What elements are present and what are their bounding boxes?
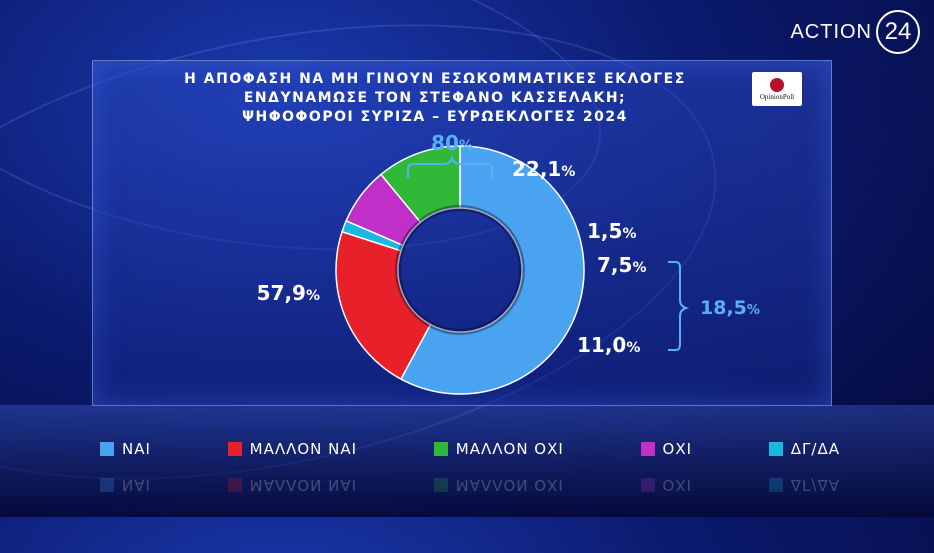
legend-label: ΔΓ/ΔΑ [790,440,840,458]
logo-dot-icon [770,77,784,92]
legend-item: ΟΧΙ [640,476,693,494]
legend-label: ΜΑΛΛΟΝ ΝΑΙ [249,440,358,458]
legend-swatch [100,478,114,492]
legend-swatch [433,478,448,492]
legend-swatch [433,442,448,456]
legend-item: ΔΓ/ΔΑ [768,476,840,494]
title-line: Η ΑΠΟΦΑΣΗ ΝΑ ΜΗ ΓΙΝΟΥΝ ΕΣΩΚΟΜΜΑΤΙΚΕΣ ΕΚΛ… [184,71,686,87]
slice-value-label: 7,5% [597,253,646,277]
legend-swatch [227,478,242,492]
logo-text: OpinionPoll [759,92,795,101]
slice-value-label: 11,0% [577,333,640,357]
legend-item: ΟΧΙ [640,440,693,458]
title-line: ΨΗΦΟΦΟΡΟΙ ΣΥΡΙΖΑ – ΕΥΡΩΕΚΛΟΓΕΣ 2024 [242,109,628,125]
brand-name: ACTION [790,20,872,43]
legend-item: ΔΓ/ΔΑ [768,440,840,458]
slice-value-label: 57,9% [257,281,320,305]
legend-swatch [768,442,783,456]
slice-value-label: 22,1% [512,157,575,181]
donut-slice [335,230,432,381]
legend-item: ΜΑΛΛΟΝ ΟΧΙ [433,476,564,494]
brand-logo: ACTION 24 [790,10,920,54]
legend-swatch [640,442,655,456]
group-total-label: 80% [431,131,473,155]
legend-label: ΝΑΙ [122,476,151,494]
legend-swatch [227,442,242,456]
legend-label: ΜΑΛΛΟΝ ΝΑΙ [249,476,358,494]
group-brace [407,154,493,178]
slice-value-label: 1,5% [587,219,636,243]
legend-swatch [100,442,114,456]
legend-label: ΔΓ/ΔΑ [790,476,840,494]
legend-label: ΝΑΙ [122,440,151,458]
group-total-label: 18,5% [700,297,760,319]
donut-chart: 57,9% 22,1% 1,5% 7,5% 11,0% 80% 18,5% [257,131,760,395]
brand-number: 24 [876,10,920,54]
legend-item: ΜΑΛΛΟΝ ΝΑΙ [227,440,358,458]
legend-item: ΝΑΙ [100,476,151,494]
chart-title: Η ΑΠΟΦΑΣΗ ΝΑ ΜΗ ΓΙΝΟΥΝ ΕΣΩΚΟΜΜΑΤΙΚΕΣ ΕΚΛ… [150,70,720,127]
group-brace [668,261,690,351]
legend-label: ΟΧΙ [662,476,693,494]
opinion-poll-logo: OpinionPoll [752,72,802,106]
title-line: ΕΝΔΥΝΑΜΩΣΕ ΤΟΝ ΣΤΕΦΑΝΟ ΚΑΣΣΕΛΑΚΗ; [243,90,627,106]
donut-slice [379,145,461,224]
legend-item: ΜΑΛΛΟΝ ΟΧΙ [433,440,564,458]
legend-item: ΜΑΛΛΟΝ ΝΑΙ [227,476,358,494]
floor-reflection [0,405,934,517]
legend-reflection: ΝΑΙ ΜΑΛΛΟΝ ΝΑΙ ΜΑΛΛΟΝ ΟΧΙ ΟΧΙ ΔΓ/ΔΑ [100,476,840,494]
legend-label: ΟΧΙ [662,440,693,458]
donut-hole-shade [395,205,525,335]
legend-swatch [640,478,655,492]
legend-label: ΜΑΛΛΟΝ ΟΧΙ [455,476,564,494]
legend-label: ΜΑΛΛΟΝ ΟΧΙ [455,440,564,458]
chart-legend: ΝΑΙ ΜΑΛΛΟΝ ΝΑΙ ΜΑΛΛΟΝ ΟΧΙ ΟΧΙ ΔΓ/ΔΑ [100,440,840,458]
legend-swatch [768,478,783,492]
donut-slice [399,145,585,395]
legend-item: ΝΑΙ [100,440,151,458]
